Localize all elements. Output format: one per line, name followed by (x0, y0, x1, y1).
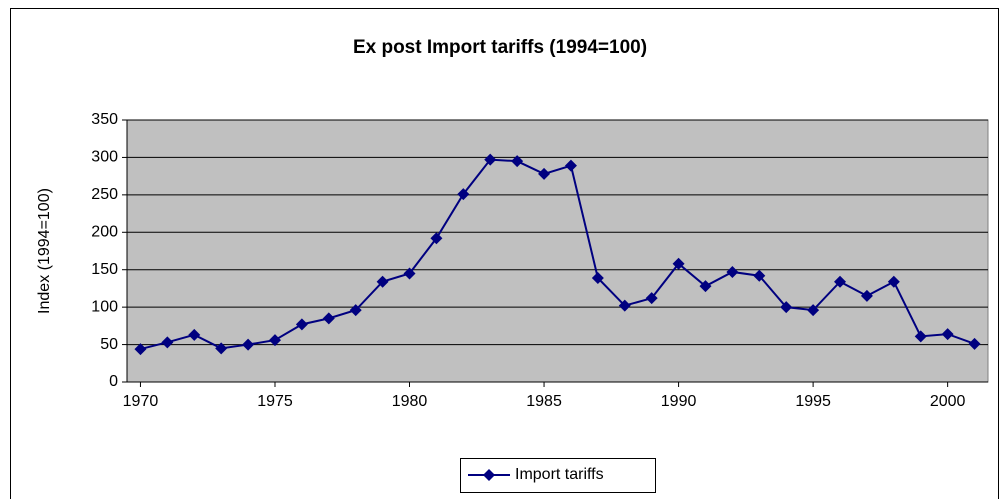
data-point (134, 343, 147, 356)
y-tick-label: 0 (109, 373, 118, 390)
plot-area (126, 119, 989, 383)
data-point (511, 155, 524, 168)
data-point (699, 280, 712, 293)
data-point (484, 153, 497, 166)
data-point (295, 318, 308, 331)
data-point (672, 257, 685, 270)
data-point (430, 232, 443, 245)
data-point (161, 336, 174, 349)
y-tick-label: 350 (91, 111, 118, 128)
x-tick-label: 2000 (930, 393, 966, 410)
y-tick-label: 150 (91, 261, 118, 278)
data-point (322, 312, 335, 325)
y-tick-label: 50 (100, 336, 118, 353)
data-point (538, 167, 551, 180)
data-point (376, 275, 389, 288)
data-point (618, 299, 631, 312)
data-point (457, 188, 470, 201)
data-point (645, 292, 658, 305)
legend-label: Import tariffs (515, 466, 604, 483)
data-point (349, 304, 362, 317)
x-tick-label: 1970 (123, 393, 159, 410)
data-point (268, 334, 281, 347)
x-tick-label: 1990 (661, 393, 697, 410)
x-tick-label: 1975 (257, 393, 293, 410)
data-line (140, 158, 975, 351)
x-tick-label: 1985 (526, 393, 562, 410)
data-point (860, 289, 873, 302)
data-point (591, 271, 604, 284)
data-point (188, 328, 201, 341)
data-point (564, 159, 577, 172)
data-point (807, 304, 820, 317)
legend-marker (483, 469, 495, 481)
y-tick-label: 100 (91, 298, 118, 315)
data-point (780, 301, 793, 314)
data-point (403, 267, 416, 280)
data-point (726, 265, 739, 278)
y-tick-label: 300 (91, 149, 118, 166)
data-point (242, 338, 255, 351)
x-tick-label: 1980 (392, 393, 428, 410)
y-tick-label: 200 (91, 224, 118, 241)
data-point (941, 328, 954, 341)
y-axis-label: Index (1994=100) (36, 188, 53, 314)
data-point (968, 337, 981, 350)
data-point (753, 269, 766, 282)
chart-title: Ex post Import tariffs (1994=100) (353, 37, 647, 58)
data-point (914, 330, 927, 343)
data-point (215, 342, 228, 355)
y-tick-label: 250 (91, 186, 118, 203)
data-point (887, 275, 900, 288)
x-tick-label: 1995 (795, 393, 831, 410)
data-point (834, 275, 847, 288)
